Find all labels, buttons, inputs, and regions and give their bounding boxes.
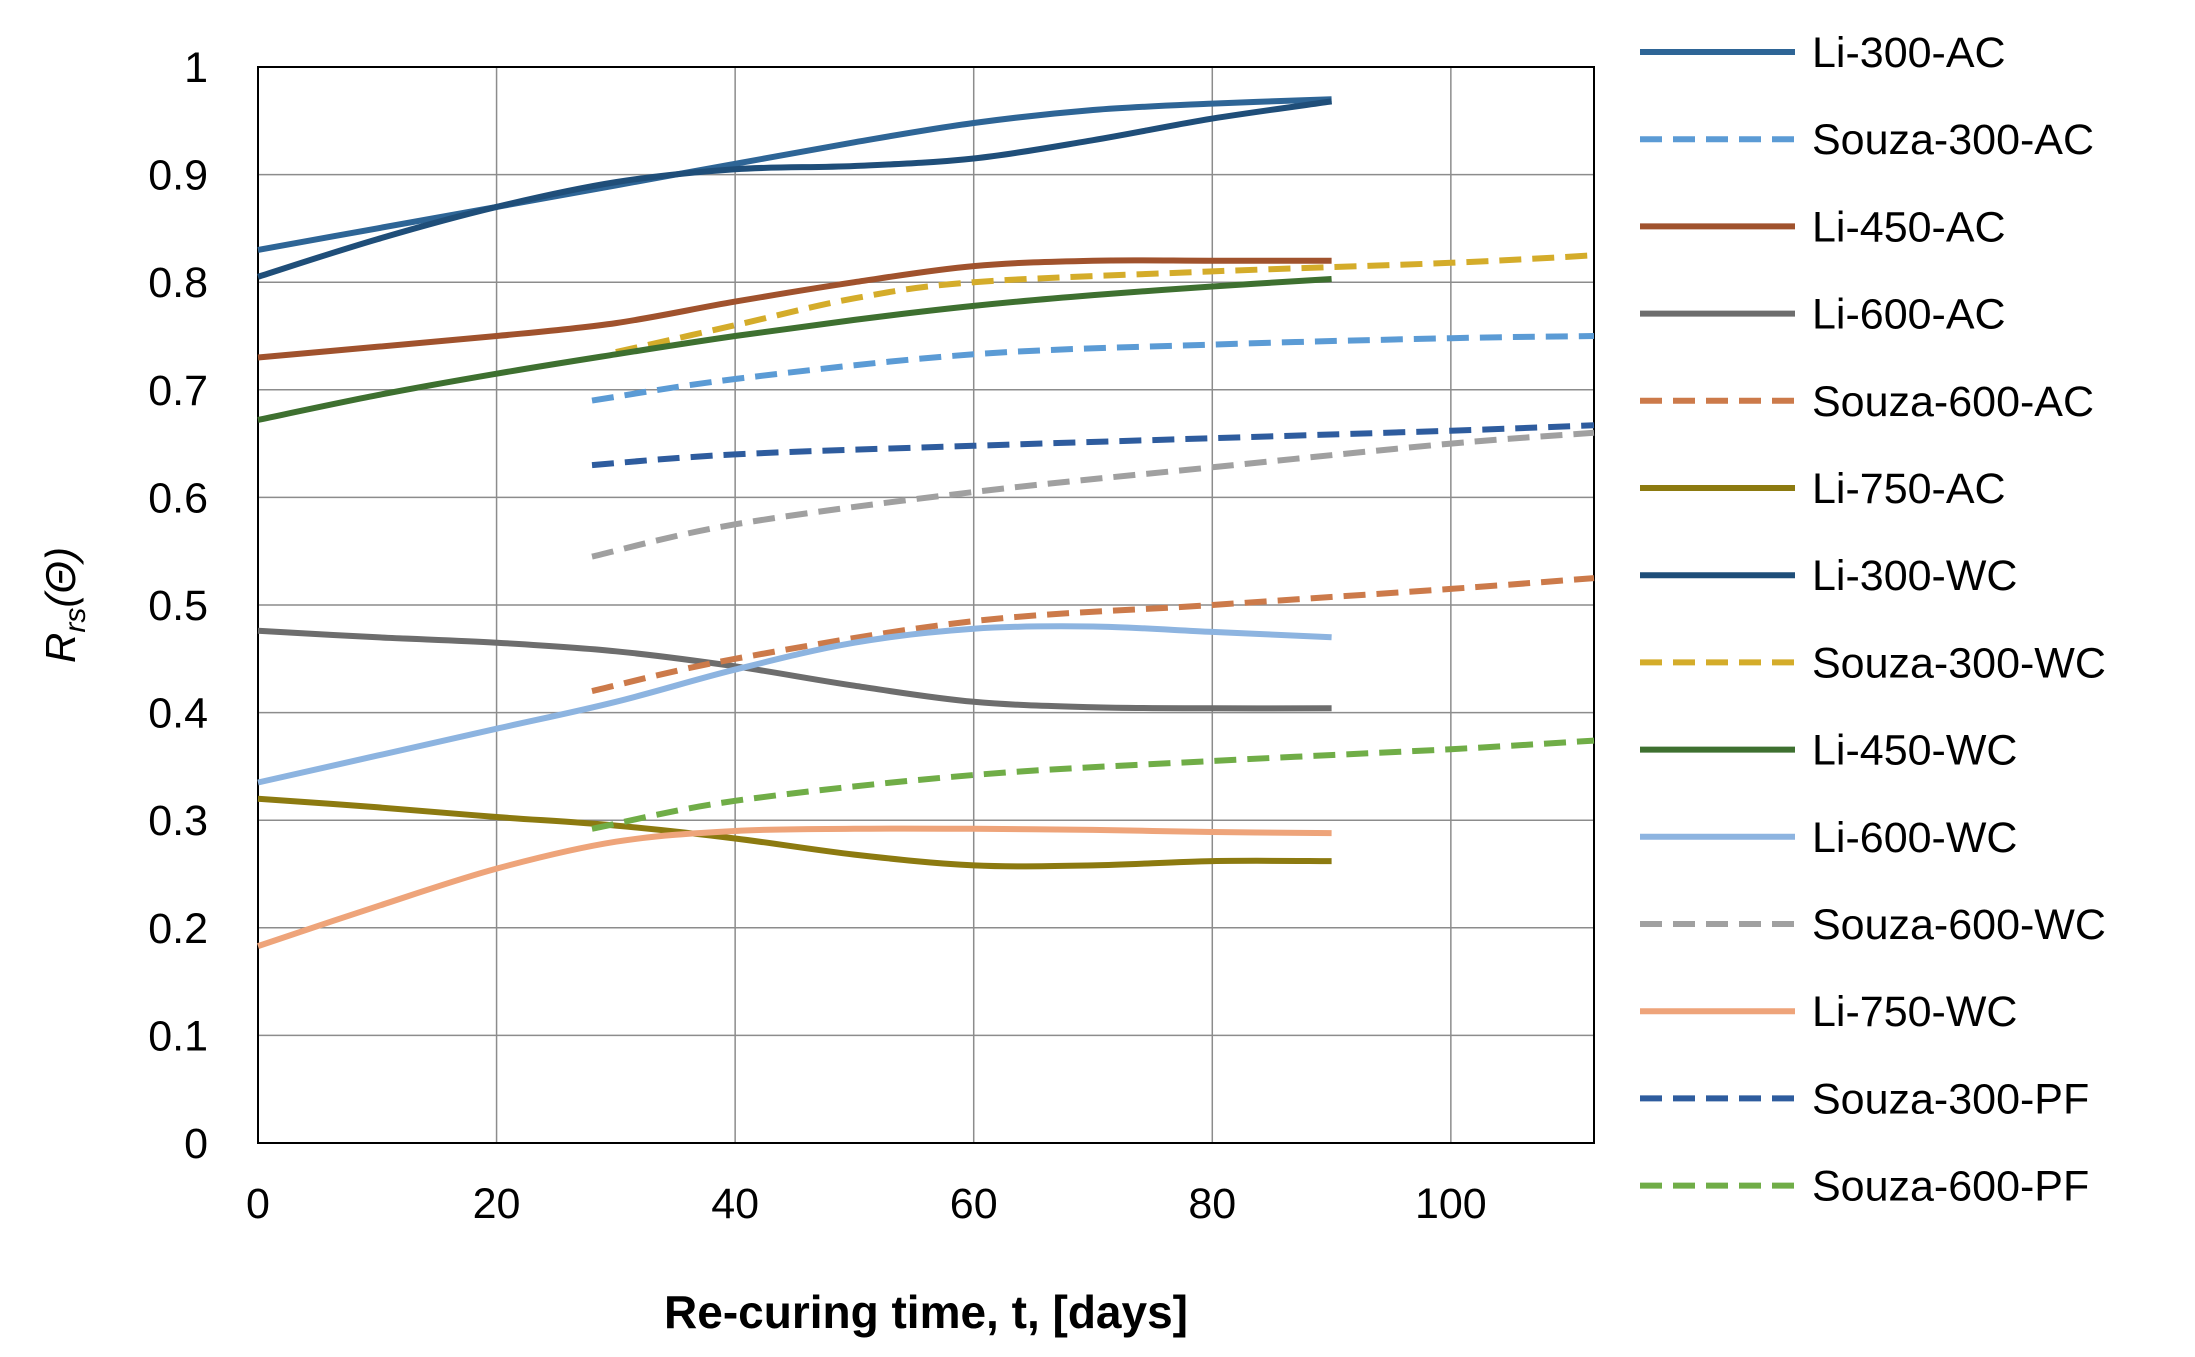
legend-label: Li-750-AC bbox=[1812, 465, 2006, 513]
series-line-souza-300-wc bbox=[615, 252, 1595, 356]
grid-lines bbox=[257, 66, 1594, 1144]
y-axis-label: Rrs(Θ) bbox=[37, 547, 92, 663]
legend-label: Li-600-WC bbox=[1812, 814, 2018, 862]
legend-label: Souza-600-AC bbox=[1812, 378, 2094, 426]
series-line-li-600-ac bbox=[257, 627, 1332, 712]
series-line-li-750-wc bbox=[257, 825, 1332, 949]
y-axis-label-sub: rs bbox=[59, 608, 92, 633]
series-line-li-300-wc bbox=[257, 98, 1333, 280]
y-axis-label-main: R bbox=[37, 633, 84, 663]
legend-label: Li-600-AC bbox=[1812, 291, 2006, 339]
x-tick-label: 0 bbox=[246, 1180, 270, 1228]
y-tick-label: 0.3 bbox=[148, 797, 208, 845]
y-tick-label: 0.6 bbox=[148, 474, 208, 522]
series-line-li-600-wc bbox=[257, 623, 1332, 786]
legend-label: Li-750-WC bbox=[1812, 988, 2018, 1036]
x-tick-label: 100 bbox=[1415, 1180, 1487, 1228]
legend-label: Li-300-WC bbox=[1812, 552, 2018, 600]
series-line-souza-600-pf bbox=[591, 737, 1595, 832]
y-tick-label: 0 bbox=[184, 1120, 208, 1168]
y-axis-ticks: 0 0.1 0.2 0.3 0.4 0.5 0.6 0.7 0.8 0.9 1 bbox=[148, 44, 208, 1168]
x-axis-label: Re-curing time, t, [days] bbox=[664, 1286, 1188, 1338]
series-layer bbox=[257, 96, 1595, 949]
x-tick-label: 40 bbox=[711, 1180, 759, 1228]
y-tick-label: 0.7 bbox=[148, 367, 208, 415]
y-tick-label: 0.4 bbox=[148, 690, 208, 738]
y-tick-label: 0.9 bbox=[148, 152, 208, 200]
legend-label: Li-450-AC bbox=[1812, 203, 2006, 251]
legend-label: Souza-300-WC bbox=[1812, 639, 2106, 687]
x-tick-label: 60 bbox=[950, 1180, 998, 1228]
series-line-li-450-ac bbox=[257, 257, 1332, 361]
y-tick-label: 0.1 bbox=[148, 1012, 208, 1060]
series-line-li-450-wc bbox=[257, 276, 1332, 423]
y-axis-label-arg: (Θ) bbox=[37, 547, 84, 608]
legend-label: Li-450-WC bbox=[1812, 727, 2018, 775]
x-tick-label: 80 bbox=[1188, 1180, 1236, 1228]
series-line-li-300-ac bbox=[257, 96, 1332, 253]
x-axis-ticks: 0 20 40 60 80 100 bbox=[246, 1180, 1487, 1228]
series-line-souza-600-wc bbox=[591, 429, 1595, 560]
series-line-souza-300-pf bbox=[591, 422, 1595, 469]
plot-area-frame bbox=[257, 66, 1595, 1144]
y-tick-label: 1 bbox=[184, 44, 208, 92]
y-tick-label: 0.5 bbox=[148, 582, 208, 630]
series-line-li-750-ac bbox=[257, 795, 1332, 870]
legend-label: Souza-300-AC bbox=[1812, 116, 2094, 164]
legend-label: Li-300-AC bbox=[1812, 29, 2006, 77]
legend-label: Souza-600-PF bbox=[1812, 1163, 2089, 1211]
legend: Li-300-AC Souza-300-AC Li-450-AC Li-600-AC S… bbox=[1640, 29, 2106, 1211]
legend-label: Souza-600-WC bbox=[1812, 901, 2106, 949]
x-tick-label: 20 bbox=[473, 1180, 521, 1228]
series-line-souza-300-ac bbox=[591, 333, 1595, 404]
y-tick-label: 0.2 bbox=[148, 905, 208, 953]
series-line-souza-600-ac bbox=[591, 575, 1595, 695]
y-tick-label: 0.8 bbox=[148, 259, 208, 307]
legend-label: Souza-300-PF bbox=[1812, 1075, 2089, 1123]
